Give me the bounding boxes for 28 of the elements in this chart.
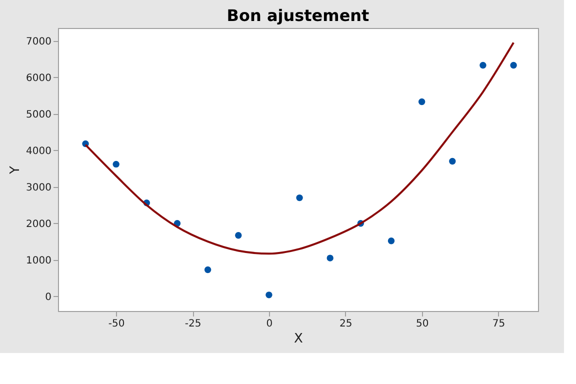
point xyxy=(326,254,334,262)
x-axis-title: X xyxy=(294,332,304,346)
point xyxy=(449,158,456,165)
y-tick-label: 7000 xyxy=(26,36,52,48)
y-tick-label: 0 xyxy=(45,292,52,303)
chart-title: Bon ajustement xyxy=(226,6,370,25)
y-tick-label: 5000 xyxy=(26,109,52,120)
point xyxy=(112,160,120,168)
point xyxy=(510,62,517,69)
y-tick-label: 6000 xyxy=(26,72,52,84)
x-tick-label: -50 xyxy=(108,318,125,330)
y-tick-label: 1000 xyxy=(26,255,52,266)
x-tick-label: 0 xyxy=(266,318,273,330)
point xyxy=(388,238,395,244)
y-tick-label: 3000 xyxy=(26,182,52,194)
point xyxy=(296,194,303,202)
point xyxy=(204,266,212,274)
x-tick-label: 25 xyxy=(340,318,352,330)
y-tick-label: 2000 xyxy=(26,218,52,230)
y-axis-title: Y xyxy=(8,166,24,175)
point xyxy=(418,98,426,106)
point xyxy=(266,292,272,298)
point xyxy=(480,62,486,69)
y-tick-label: 4000 xyxy=(26,146,52,157)
x-tick-label: 75 xyxy=(492,318,506,330)
x-tick-label: -25 xyxy=(184,318,202,330)
x-tick-label: 50 xyxy=(416,318,429,330)
point xyxy=(235,232,242,239)
